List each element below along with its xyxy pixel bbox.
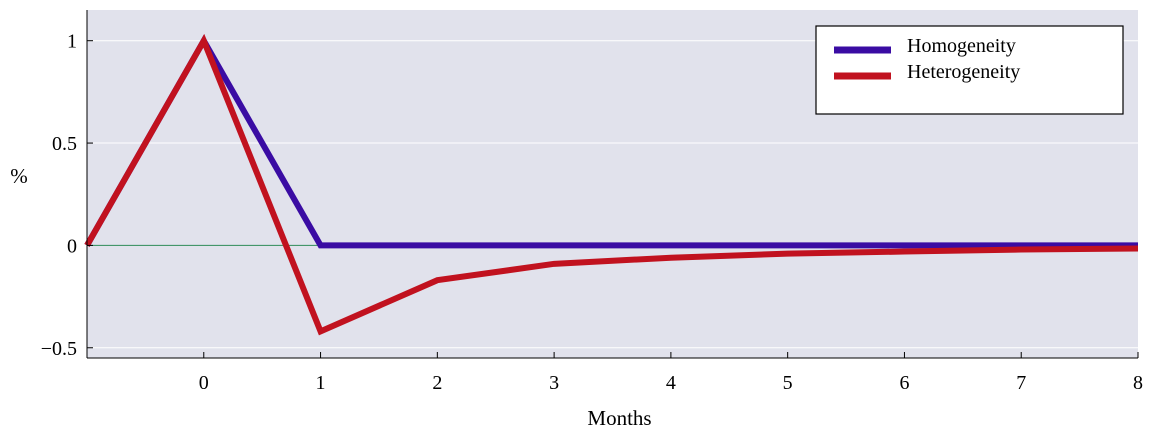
y-tick-label: −0.5 <box>41 338 77 360</box>
x-tick-label: 2 <box>432 372 442 394</box>
x-tick-label: 1 <box>316 372 326 394</box>
x-tick-label: 7 <box>1016 372 1026 394</box>
series-line-homogeneity <box>84 34 1138 249</box>
x-tick-label: 3 <box>549 372 559 394</box>
legend: Homogeneity Heterogeneity <box>815 25 1124 115</box>
x-tick-label: 8 <box>1133 372 1143 394</box>
x-axis-title: Months <box>587 406 651 430</box>
x-tick-label: 0 <box>199 372 209 394</box>
series-layer <box>84 33 1139 336</box>
legend-box <box>815 25 1124 115</box>
x-tick-label: 4 <box>666 372 676 394</box>
y-axis-ticks: 1 0.5 0 −0.5 <box>41 31 93 360</box>
y-tick-label: 1 <box>67 31 77 53</box>
y-axis-title: % <box>10 164 28 188</box>
y-tick-label: 0.5 <box>52 133 77 155</box>
x-axis-ticks: 0 1 2 3 4 5 6 7 8 <box>199 352 1143 394</box>
legend-label: Homogeneity <box>907 35 1016 57</box>
x-tick-label: 5 <box>783 372 793 394</box>
y-tick-label: 0 <box>67 235 77 257</box>
series-line-heterogeneity <box>84 33 1139 336</box>
x-tick-label: 6 <box>899 372 909 394</box>
legend-label: Heterogeneity <box>907 61 1020 83</box>
